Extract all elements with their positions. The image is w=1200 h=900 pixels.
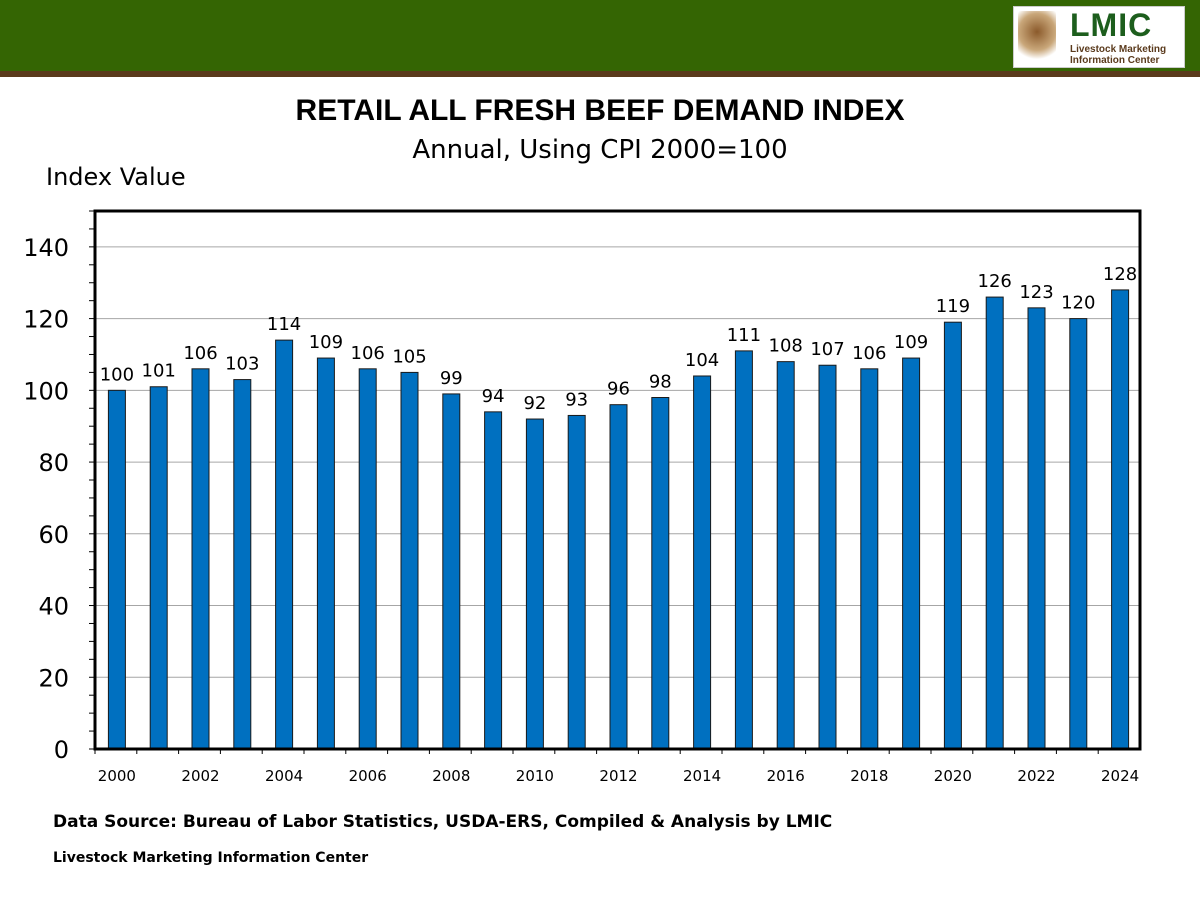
bar-2003 xyxy=(233,379,252,750)
chart-title: RETAIL ALL FRESH BEEF DEMAND INDEX xyxy=(295,94,905,127)
data-label: 103 xyxy=(225,354,259,375)
bar-2017 xyxy=(818,364,837,750)
bar-2010 xyxy=(525,418,544,750)
bar-2012 xyxy=(609,404,628,750)
bar-2000 xyxy=(107,389,126,750)
y-tick-label: 80 xyxy=(38,449,69,477)
bar-2011 xyxy=(567,414,586,750)
bar-2009 xyxy=(484,411,503,750)
x-tick-label: 2022 xyxy=(1017,767,1055,785)
data-source: Data Source: Bureau of Labor Statistics,… xyxy=(53,812,833,832)
bar-2021 xyxy=(985,296,1004,750)
x-tick-label: 2016 xyxy=(767,767,805,785)
data-label: 114 xyxy=(267,314,301,335)
x-tick-label: 2010 xyxy=(516,767,554,785)
data-label: 92 xyxy=(523,393,546,414)
x-tick-label: 2008 xyxy=(432,767,470,785)
bar-2005 xyxy=(316,357,335,750)
x-tick-label: 2012 xyxy=(599,767,637,785)
data-label: 109 xyxy=(309,332,343,353)
bar-2018 xyxy=(860,368,879,750)
bar-2014 xyxy=(693,375,712,750)
data-label: 99 xyxy=(440,368,463,389)
data-label: 96 xyxy=(607,379,630,400)
data-label: 104 xyxy=(685,350,719,371)
data-label: 98 xyxy=(649,372,672,393)
data-label: 106 xyxy=(183,343,217,364)
data-label: 123 xyxy=(1019,282,1053,303)
data-label: 111 xyxy=(727,325,761,346)
y-tick-label: 140 xyxy=(23,234,69,262)
data-label: 109 xyxy=(894,332,928,353)
bar-2013 xyxy=(651,397,670,750)
logo-subtext: Livestock Marketing Information Center xyxy=(1070,44,1167,66)
x-tick-label: 2014 xyxy=(683,767,721,785)
bar-2024 xyxy=(1111,289,1130,750)
bar-2004 xyxy=(275,339,294,750)
y-tick-label: 20 xyxy=(38,664,69,692)
data-label: 119 xyxy=(936,296,970,317)
lmic-logo: LMIC Livestock Marketing Information Cen… xyxy=(1013,6,1185,68)
x-tick-label: 2002 xyxy=(181,767,219,785)
x-tick-label: 2004 xyxy=(265,767,303,785)
bar-2007 xyxy=(400,371,419,750)
x-tick-label: 2000 xyxy=(98,767,136,785)
data-label: 108 xyxy=(769,336,803,357)
x-tick-label: 2024 xyxy=(1101,767,1139,785)
bar-2001 xyxy=(149,386,168,750)
data-label: 94 xyxy=(482,386,505,407)
logo-text: LMIC xyxy=(1070,7,1153,43)
data-label: 106 xyxy=(351,343,385,364)
data-label: 100 xyxy=(100,364,134,385)
data-label: 106 xyxy=(852,343,886,364)
bar-2020 xyxy=(943,321,962,750)
x-tick-label: 2006 xyxy=(349,767,387,785)
bar-2006 xyxy=(358,368,377,750)
data-label: 128 xyxy=(1103,264,1137,285)
logo-cowboy-image xyxy=(1018,11,1056,63)
header-strip xyxy=(0,71,1200,77)
footer-text: Livestock Marketing Information Center xyxy=(53,850,369,866)
bar-2008 xyxy=(442,393,461,750)
data-label: 120 xyxy=(1061,293,1095,314)
bar-2002 xyxy=(191,368,210,750)
y-tick-label: 60 xyxy=(38,521,69,549)
chart-subtitle: Annual, Using CPI 2000=100 xyxy=(412,135,788,165)
bar-2015 xyxy=(734,350,753,750)
x-tick-label: 2020 xyxy=(934,767,972,785)
y-tick-label: 120 xyxy=(23,306,69,334)
y-tick-label: 40 xyxy=(38,593,69,621)
bar-2023 xyxy=(1069,318,1088,750)
y-axis-label: Index Value xyxy=(46,163,186,191)
y-tick-label: 0 xyxy=(54,736,69,764)
bar-2016 xyxy=(776,361,795,750)
plot-frame xyxy=(93,209,1142,751)
bar-2019 xyxy=(902,357,921,750)
y-tick-label: 100 xyxy=(23,377,69,405)
data-label: 93 xyxy=(565,389,588,410)
data-label: 105 xyxy=(392,346,426,367)
bar-2022 xyxy=(1027,307,1046,750)
header-band xyxy=(0,0,1200,71)
data-label: 126 xyxy=(978,271,1012,292)
data-label: 107 xyxy=(810,339,844,360)
x-tick-label: 2018 xyxy=(850,767,888,785)
data-label: 101 xyxy=(142,361,176,382)
